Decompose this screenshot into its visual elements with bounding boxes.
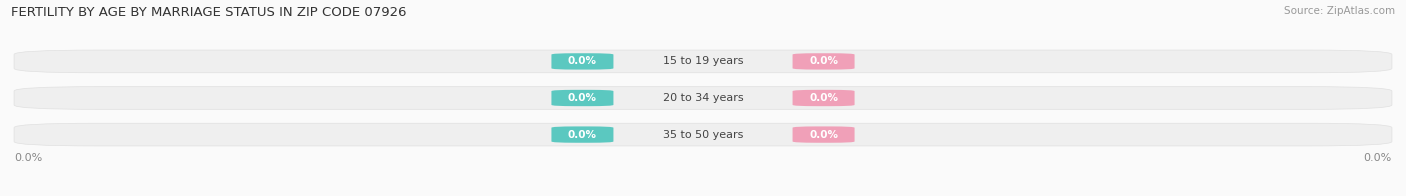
FancyBboxPatch shape xyxy=(793,126,855,143)
Text: 15 to 19 years: 15 to 19 years xyxy=(662,56,744,66)
FancyBboxPatch shape xyxy=(793,90,855,106)
Text: Source: ZipAtlas.com: Source: ZipAtlas.com xyxy=(1284,6,1395,16)
Text: 0.0%: 0.0% xyxy=(14,153,42,163)
FancyBboxPatch shape xyxy=(14,50,1392,73)
Text: 0.0%: 0.0% xyxy=(808,130,838,140)
Text: 20 to 34 years: 20 to 34 years xyxy=(662,93,744,103)
Text: 35 to 50 years: 35 to 50 years xyxy=(662,130,744,140)
Text: 0.0%: 0.0% xyxy=(808,56,838,66)
FancyBboxPatch shape xyxy=(14,123,1392,146)
Text: 0.0%: 0.0% xyxy=(808,93,838,103)
Text: FERTILITY BY AGE BY MARRIAGE STATUS IN ZIP CODE 07926: FERTILITY BY AGE BY MARRIAGE STATUS IN Z… xyxy=(11,6,406,19)
Text: 0.0%: 0.0% xyxy=(568,56,598,66)
FancyBboxPatch shape xyxy=(551,53,613,70)
FancyBboxPatch shape xyxy=(551,126,613,143)
Text: 0.0%: 0.0% xyxy=(1364,153,1392,163)
FancyBboxPatch shape xyxy=(551,90,613,106)
Text: 0.0%: 0.0% xyxy=(568,130,598,140)
Text: 0.0%: 0.0% xyxy=(568,93,598,103)
FancyBboxPatch shape xyxy=(14,87,1392,109)
FancyBboxPatch shape xyxy=(793,53,855,70)
